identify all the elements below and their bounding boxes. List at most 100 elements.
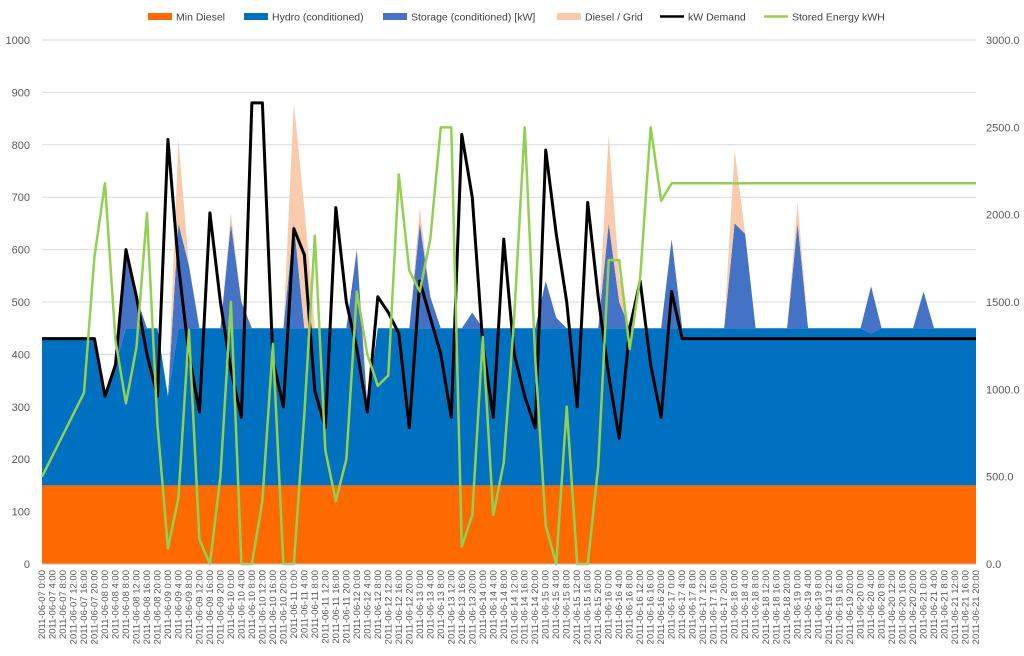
x-tick-label: 2011-06-16 12:00: [635, 570, 646, 644]
left-y-tick-label: 800: [12, 140, 30, 152]
x-tick-label: 2011-06-13 20:00: [467, 570, 478, 644]
x-tick-label: 2011-06-09 8:00: [184, 570, 195, 639]
legend-label-min-diesel: Min Diesel: [176, 12, 225, 24]
area-storage-conditioned-kw: [42, 223, 976, 407]
x-tick-label: 2011-06-17 12:00: [698, 570, 709, 644]
legend-label-storage-conditioned-kw: Storage (conditioned) [kW]: [411, 12, 535, 24]
legend-label-hydro-conditioned: Hydro (conditioned): [272, 12, 364, 24]
x-tick-label: 2011-06-08 16:00: [142, 570, 153, 644]
left-y-tick-label: 700: [12, 192, 30, 204]
x-tick-label: 2011-06-20 12:00: [887, 570, 898, 644]
x-tick-label: 2011-06-09 16:00: [205, 570, 216, 644]
right-y-tick-label: 3000.0: [986, 35, 1020, 47]
x-tick-label: 2011-06-21 8:00: [940, 570, 951, 639]
x-tick-label: 2011-06-07 20:00: [89, 570, 100, 644]
x-tick-label: 2011-06-20 4:00: [866, 570, 877, 639]
x-tick-label: 2011-06-16 4:00: [614, 570, 625, 639]
x-tick-label: 2011-06-19 4:00: [803, 570, 814, 639]
x-tick-label: 2011-06-13 12:00: [446, 570, 457, 644]
x-tick-label: 2011-06-10 12:00: [257, 570, 268, 644]
x-tick-label: 2011-06-20 20:00: [908, 570, 919, 644]
x-tick-label: 2011-06-08 0:00: [100, 570, 111, 639]
right-y-tick-label: 0.0: [986, 559, 1001, 571]
left-y-tick-label: 300: [12, 402, 30, 414]
legend-swatch-storage-conditioned-kw: [383, 13, 407, 20]
x-axis: 2011-06-07 0:00 2011-06-07 4:00 2011-06-07…: [37, 563, 982, 644]
legend-swatch-diesel-grid: [557, 13, 581, 20]
left-y-tick-label: 1000: [6, 35, 30, 47]
x-tick-label: 2011-06-16 8:00: [625, 570, 636, 639]
x-tick-label: 2011-06-14 4:00: [488, 570, 499, 639]
x-tick-label: 2011-06-18 4:00: [740, 570, 751, 639]
left-y-axis: 0 100 200 300 400 500 600 700 800 900 1000: [6, 35, 30, 571]
right-y-tick-label: 2500.0: [986, 122, 1020, 134]
left-y-tick-label: 500: [12, 297, 30, 309]
x-tick-label: 2011-06-11 0:00: [289, 570, 300, 638]
left-y-tick-label: 400: [12, 349, 30, 361]
x-tick-label: 2011-06-19 20:00: [845, 570, 856, 644]
x-tick-label: 2011-06-09 0:00: [163, 570, 174, 639]
x-tick-label: 2011-06-07 16:00: [79, 570, 90, 644]
legend-label-diesel-grid: Diesel / Grid: [585, 12, 643, 24]
x-tick-label: 2011-06-14 0:00: [478, 570, 489, 639]
x-tick-label: 2011-06-10 8:00: [247, 570, 258, 639]
left-y-tick-label: 0: [24, 559, 30, 571]
line-series-layer: [40, 101, 976, 566]
x-tick-label: 2011-06-14 16:00: [520, 570, 531, 644]
x-tick-label: 2011-06-20 8:00: [877, 570, 888, 639]
x-tick-label: 2011-06-21 16:00: [961, 570, 972, 644]
x-tick-label: 2011-06-10 4:00: [236, 570, 247, 639]
x-tick-label: 2011-06-17 20:00: [719, 570, 730, 644]
x-tick-label: 2011-06-20 0:00: [856, 570, 867, 639]
x-tick-label: 2011-06-14 20:00: [530, 570, 541, 644]
x-tick-label: 2011-06-12 20:00: [404, 570, 415, 644]
x-tick-label: 2011-06-15 20:00: [593, 570, 604, 644]
x-tick-label: 2011-06-13 4:00: [425, 570, 436, 639]
x-tick-label: 2011-06-11 16:00: [331, 570, 342, 644]
x-tick-label: 2011-06-15 0:00: [541, 570, 552, 639]
x-tick-label: 2011-06-08 20:00: [152, 570, 163, 644]
right-y-tick-label: 1500.0: [986, 297, 1020, 309]
x-tick-label: 2011-06-15 4:00: [551, 570, 562, 639]
x-tick-label: 2011-06-12 0:00: [352, 570, 363, 639]
x-tick-label: 2011-06-14 12:00: [509, 570, 520, 644]
x-tick-label: 2011-06-18 12:00: [761, 570, 772, 644]
x-tick-label: 2011-06-11 8:00: [310, 570, 321, 638]
x-tick-label: 2011-06-21 20:00: [971, 570, 982, 644]
x-tick-label: 2011-06-19 0:00: [793, 570, 804, 639]
legend: Min Diesel Hydro (conditioned) Storage (co…: [148, 12, 885, 24]
x-tick-label: 2011-06-10 16:00: [268, 570, 279, 644]
right-y-tick-label: 1000.0: [986, 384, 1020, 396]
area-series-layer: [42, 102, 976, 564]
legend-label-kw-demand: kW Demand: [688, 12, 746, 24]
x-tick-label: 2011-06-13 0:00: [415, 570, 426, 639]
x-tick-label: 2011-06-16 16:00: [646, 570, 657, 644]
legend-swatch-hydro-conditioned: [244, 13, 268, 20]
x-tick-label: 2011-06-18 8:00: [751, 570, 762, 639]
x-tick-label: 2011-06-19 16:00: [835, 570, 846, 644]
x-tick-label: 2011-06-17 0:00: [667, 570, 678, 639]
x-tick-label: 2011-06-10 0:00: [226, 570, 237, 639]
line-kw-demand: [42, 101, 976, 440]
x-tick-label: 2011-06-12 16:00: [394, 570, 405, 644]
x-tick-label: 2011-06-11 12:00: [320, 570, 331, 644]
x-tick-label: 2011-06-10 20:00: [278, 570, 289, 644]
x-tick-label: 2011-06-08 12:00: [131, 570, 142, 644]
x-tick-label: 2011-06-07 0:00: [37, 570, 48, 639]
legend-label-stored-energy-kwh: Stored Energy kWH: [792, 12, 885, 24]
right-y-axis: 0.0 500.0 1000.0 1500.0 2000.0 2500.0 3000.0: [986, 35, 1020, 571]
x-tick-label: 2011-06-21 0:00: [919, 570, 930, 639]
x-tick-label: 2011-06-09 12:00: [194, 570, 205, 644]
x-tick-label: 2011-06-20 16:00: [898, 570, 909, 644]
x-tick-label: 2011-06-17 16:00: [709, 570, 720, 644]
x-tick-label: 2011-06-18 0:00: [730, 570, 741, 639]
left-y-tick-label: 600: [12, 245, 30, 257]
left-y-tick-label: 200: [12, 454, 30, 466]
x-tick-label: 2011-06-19 12:00: [824, 570, 835, 644]
x-tick-label: 2011-06-09 4:00: [173, 570, 184, 639]
x-tick-label: 2011-06-11 4:00: [299, 570, 310, 638]
x-tick-label: 2011-06-16 20:00: [656, 570, 667, 644]
x-tick-label: 2011-06-15 16:00: [583, 570, 594, 644]
